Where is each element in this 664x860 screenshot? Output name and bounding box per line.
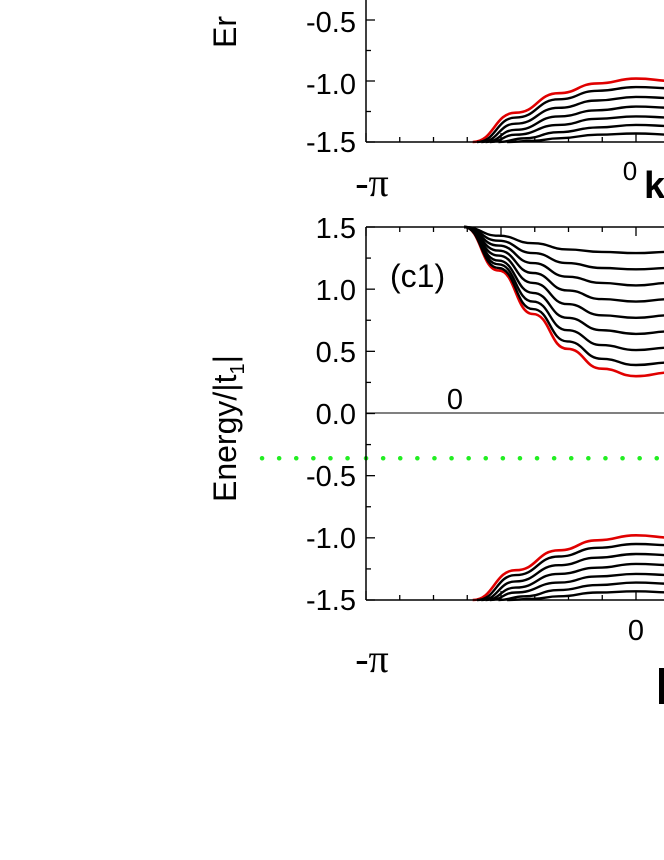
c1-ytick-0.5: 0.5 (316, 337, 356, 369)
c1-ylabel-main: Energy/|t (207, 374, 243, 502)
top-xtick-neg-pi: -π (355, 160, 389, 205)
c1-band-curve-2 (463, 225, 664, 352)
c1-band-curve-3 (463, 225, 664, 336)
c1-band-curve-8 (464, 225, 664, 255)
top-band-curve-2 (481, 95, 664, 144)
c1-ytick-neg1.5: -1.5 (306, 585, 356, 617)
c1-xtick-zero: 0 (628, 615, 644, 647)
c1-band-curve-9 (472, 533, 664, 602)
top-ytick-neg1.5: -1.5 (306, 127, 356, 159)
c1-ylabel-text: Energy/|t1| (207, 355, 249, 502)
top-band-curve-3 (485, 105, 664, 144)
top-band-curve-1 (476, 85, 664, 144)
c1-band-curve-5 (463, 225, 664, 303)
top-band-curve-5 (498, 123, 664, 144)
c1-band-curve-1 (463, 225, 664, 367)
top-band-curve-4 (489, 115, 664, 144)
c1-ylabel: Energy/|t1| (207, 355, 249, 502)
c1-band-curve-13 (489, 572, 664, 602)
c1-ytick-1.0: 1.0 (316, 275, 356, 307)
top-ticks-group (365, 19, 637, 143)
top-band-curve-6 (507, 132, 664, 144)
top-xlabel-fragment: k (644, 165, 664, 207)
c1-ytick-neg0.5: -0.5 (306, 461, 356, 493)
top-ytick-neg1.0: -1.0 (306, 69, 356, 101)
c1-ytick-1.5: 1.5 (316, 213, 356, 245)
top-ytick-neg0.5: -0.5 (306, 7, 356, 39)
c1-ytick-0.0: 0.0 (316, 399, 356, 431)
c1-band-curve-14 (498, 581, 664, 602)
c1-band-curve-7 (464, 225, 664, 271)
c1-band-curve-15 (507, 590, 664, 602)
top-panel: -0.5 -1.0 -1.5 Er -π 0 k (207, 0, 664, 207)
c1-xlabel-fragment (659, 668, 664, 704)
c1-ticks-group (365, 226, 637, 601)
c1-panel-label: (c1) (390, 258, 445, 294)
top-series-group (472, 77, 664, 144)
c1-band-curve-11 (481, 552, 664, 602)
c1-band-curve-10 (476, 542, 664, 602)
c1-xtick-neg-pi: -π (355, 636, 389, 681)
top-xtick-zero: 0 (623, 156, 637, 186)
top-ylabel-fragment: Er (207, 16, 243, 48)
top-plot-area (365, 0, 664, 144)
c1-ylabel-end: | (207, 355, 243, 363)
c1-annotation-zero-left: 0 (447, 384, 463, 416)
c1-panel: (c1) 0 0 1.5 1.0 0.5 0.0 -0.5 -1.0 -1.5 … (207, 213, 664, 704)
c1-ytick-neg1.0: -1.0 (306, 523, 356, 555)
c1-band-curve-4 (463, 225, 664, 320)
c1-band-curve-6 (463, 225, 664, 287)
c1-ylabel-sub: 1 (227, 363, 249, 374)
c1-band-curve-12 (485, 562, 664, 602)
top-band-curve-0 (472, 77, 664, 144)
